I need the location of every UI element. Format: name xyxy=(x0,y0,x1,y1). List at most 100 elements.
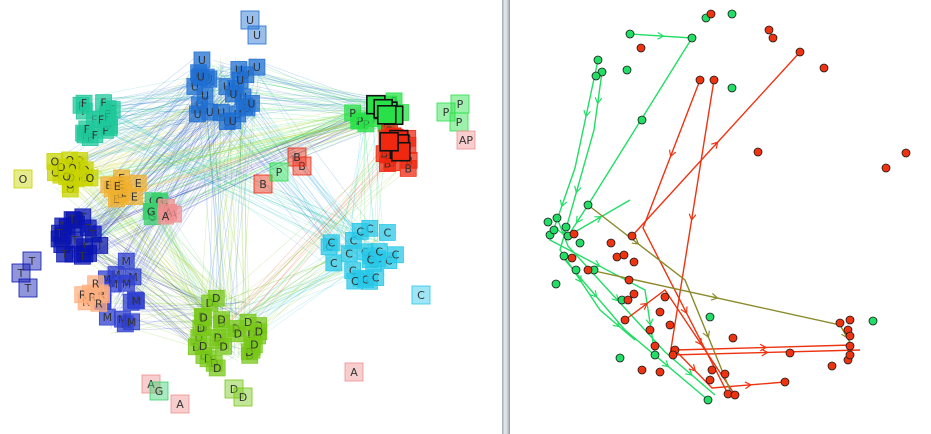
path-node-green[interactable] xyxy=(622,65,632,75)
path-node-green[interactable] xyxy=(551,279,561,289)
outlier-node[interactable]: U xyxy=(247,25,267,45)
path-node-red[interactable] xyxy=(901,148,911,158)
selected-node[interactable] xyxy=(376,105,397,125)
path-node-green[interactable] xyxy=(552,213,562,223)
graph-node[interactable]: R xyxy=(87,275,105,293)
path-node-red[interactable] xyxy=(881,163,891,173)
outlier-node[interactable]: B xyxy=(287,147,307,167)
path-node-red[interactable] xyxy=(655,307,665,317)
graph-node[interactable]: M xyxy=(123,313,141,331)
path-node-green[interactable] xyxy=(650,350,660,360)
graph-node[interactable]: U xyxy=(231,71,249,89)
graph-node[interactable]: U xyxy=(196,87,214,105)
outlier-node[interactable]: AP xyxy=(456,130,476,150)
path-node-red[interactable] xyxy=(629,257,639,267)
graph-node[interactable]: R xyxy=(90,294,108,312)
selected-node[interactable] xyxy=(379,131,399,152)
outlier-node[interactable]: U xyxy=(240,10,260,30)
path-node-green[interactable] xyxy=(615,353,625,363)
outlier-node[interactable]: T xyxy=(22,251,42,271)
graph-node[interactable]: T xyxy=(74,247,91,265)
outlier-node[interactable]: C xyxy=(411,285,431,305)
graph-node[interactable]: T xyxy=(84,225,102,243)
path-graph-canvas[interactable] xyxy=(510,0,931,434)
path-node-red[interactable] xyxy=(636,43,646,53)
path-node-red[interactable] xyxy=(606,238,616,248)
clustered-graph-canvas[interactable]: UUUUUUUUUUUUUUUUUUUUUUUUUUFFFFFFFFFFFFFF… xyxy=(0,0,502,434)
graph-node[interactable]: C xyxy=(325,254,343,272)
graph-node[interactable]: A xyxy=(157,207,174,225)
path-node-red[interactable] xyxy=(730,390,740,400)
path-node-red[interactable] xyxy=(619,250,629,260)
graph-node[interactable]: U xyxy=(224,112,242,130)
graph-node[interactable]: U xyxy=(193,51,211,69)
graph-node[interactable]: D xyxy=(250,323,268,341)
path-node-red[interactable] xyxy=(706,9,716,19)
graph-node[interactable]: M xyxy=(128,292,145,310)
graph-node[interactable]: M xyxy=(118,274,135,292)
path-node-red[interactable] xyxy=(728,333,738,343)
path-node-green[interactable] xyxy=(591,71,601,81)
graph-node[interactable]: D xyxy=(195,309,212,326)
path-node-green[interactable] xyxy=(543,217,553,227)
path-node-red[interactable] xyxy=(709,75,719,85)
graph-node[interactable]: C xyxy=(370,243,388,260)
outlier-node[interactable]: A xyxy=(170,394,190,414)
graph-node[interactable]: B xyxy=(399,160,417,177)
path-node-red[interactable] xyxy=(768,33,778,43)
graph-node[interactable]: D xyxy=(215,337,233,355)
graph-node[interactable]: M xyxy=(117,252,135,270)
path-node-red[interactable] xyxy=(668,350,678,360)
graph-node[interactable]: D xyxy=(194,337,212,355)
graph-node[interactable]: U xyxy=(243,94,260,112)
path-node-red[interactable] xyxy=(753,147,763,157)
path-node-red[interactable] xyxy=(835,318,845,328)
outlier-node[interactable]: O xyxy=(13,169,33,189)
outlier-node[interactable]: P xyxy=(450,94,470,114)
path-node-green[interactable] xyxy=(549,225,559,235)
outlier-node[interactable]: P xyxy=(449,112,469,132)
path-node-red[interactable] xyxy=(660,292,670,302)
graph-node[interactable]: C xyxy=(367,269,385,286)
graph-node[interactable]: C xyxy=(351,223,369,240)
path-node-red[interactable] xyxy=(845,341,855,351)
path-node-red[interactable] xyxy=(845,331,855,341)
path-node-green[interactable] xyxy=(868,316,878,326)
graph-node[interactable]: D xyxy=(207,289,225,307)
outlier-node[interactable]: P xyxy=(269,162,289,182)
path-node-red[interactable] xyxy=(620,315,630,325)
path-visualization-pane[interactable] xyxy=(510,0,931,434)
path-node-red[interactable] xyxy=(629,289,639,299)
graph-node[interactable]: F xyxy=(92,111,110,129)
path-node-green[interactable] xyxy=(703,395,713,405)
path-node-red[interactable] xyxy=(795,47,805,57)
path-node-green[interactable] xyxy=(625,29,635,39)
graph-node[interactable]: D xyxy=(208,359,226,377)
outlier-node[interactable]: T xyxy=(18,278,38,298)
outlier-node[interactable]: A xyxy=(344,362,364,382)
path-node-green[interactable] xyxy=(727,83,737,93)
path-node-green[interactable] xyxy=(593,55,603,65)
path-node-red[interactable] xyxy=(764,25,774,35)
path-node-red[interactable] xyxy=(845,350,855,360)
path-node-red[interactable] xyxy=(655,367,665,377)
graph-node[interactable]: P xyxy=(344,104,361,122)
path-node-red[interactable] xyxy=(720,369,730,379)
outlier-node[interactable]: T xyxy=(11,263,31,283)
path-node-green[interactable] xyxy=(559,251,569,261)
graph-node[interactable]: E xyxy=(125,188,143,205)
path-node-green[interactable] xyxy=(561,222,571,232)
path-node-green[interactable] xyxy=(705,312,715,322)
graph-node[interactable]: F xyxy=(86,126,104,144)
graph-node[interactable]: F xyxy=(75,94,93,112)
path-node-green[interactable] xyxy=(583,200,593,210)
path-node-red[interactable] xyxy=(705,375,715,385)
graph-node[interactable]: T xyxy=(51,224,68,242)
path-node-green[interactable] xyxy=(575,238,585,248)
graph-node[interactable]: C xyxy=(387,246,404,264)
graph-node[interactable]: G xyxy=(142,202,160,220)
path-node-red[interactable] xyxy=(780,377,790,387)
outlier-node[interactable]: D xyxy=(233,387,253,407)
path-node-red[interactable] xyxy=(567,253,577,263)
graph-node[interactable]: U xyxy=(189,105,206,123)
